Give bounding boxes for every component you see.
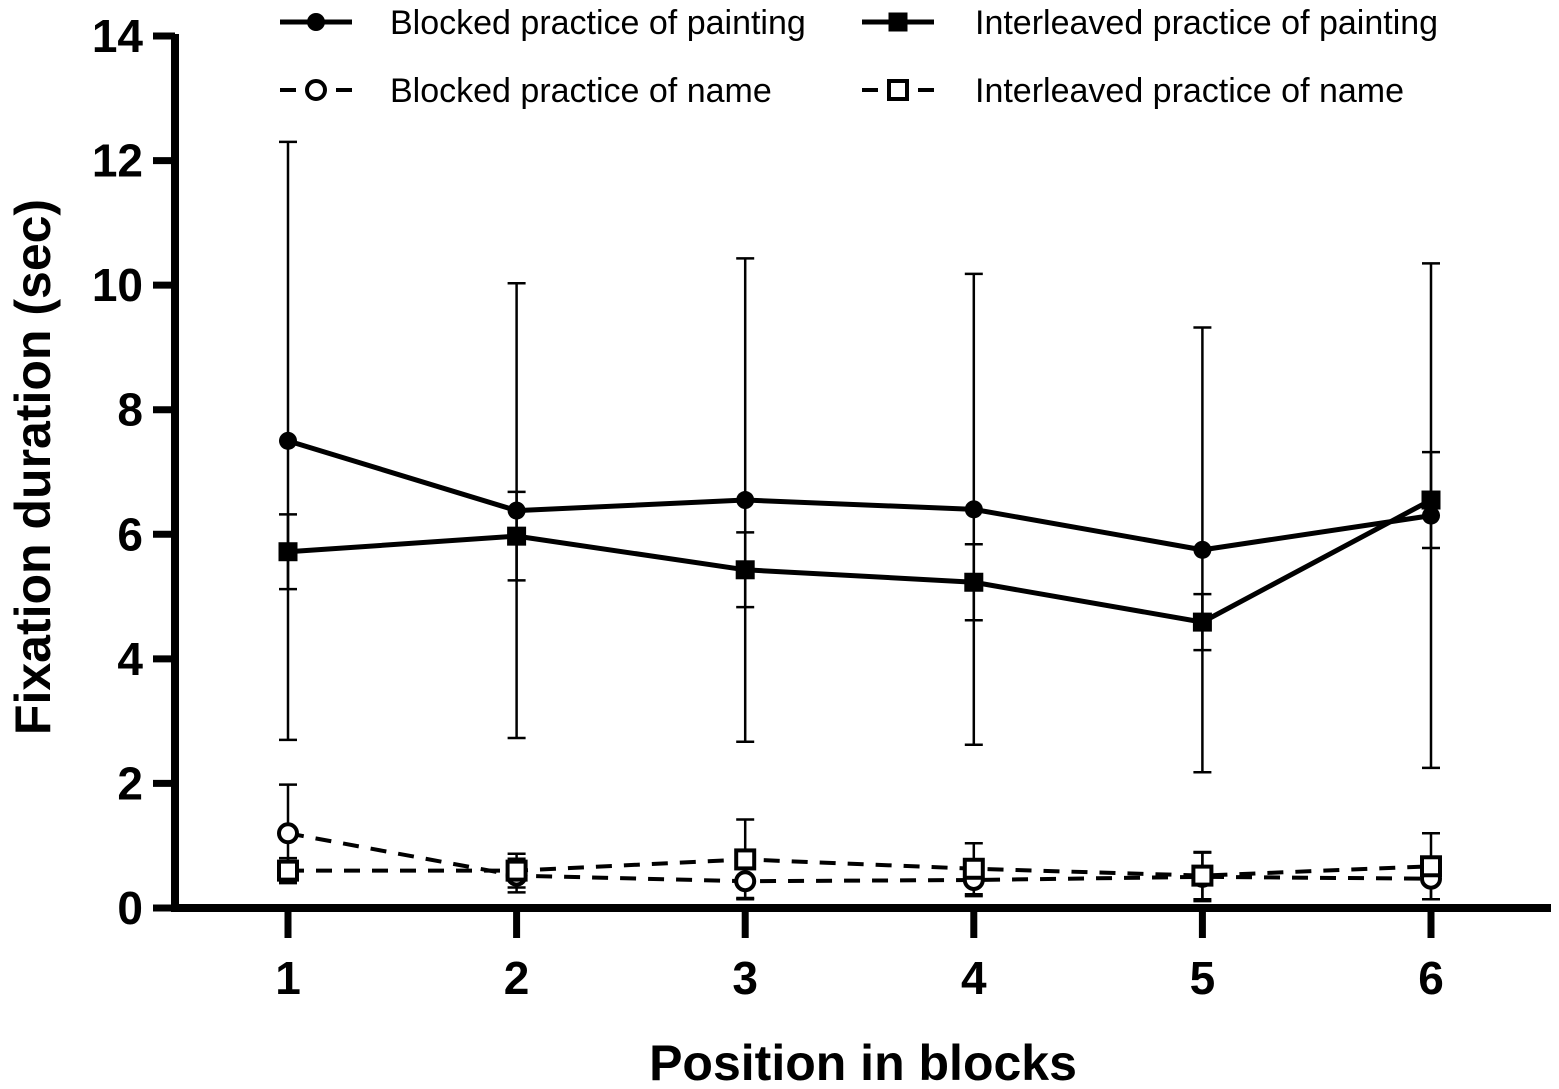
legend-entry: Blocked practice of name bbox=[280, 72, 772, 110]
x-axis-title: Position in blocks bbox=[649, 1035, 1077, 1089]
data-point bbox=[1192, 612, 1212, 632]
series-line-4 bbox=[288, 857, 1432, 878]
data-point bbox=[507, 501, 526, 520]
data-point bbox=[735, 560, 755, 580]
y-tick-label: 14 bbox=[92, 10, 144, 62]
data-point bbox=[734, 848, 757, 871]
y-tick-label: 4 bbox=[117, 633, 143, 685]
data-point bbox=[277, 822, 299, 845]
data-point bbox=[505, 859, 528, 882]
x-tick-label: 6 bbox=[1418, 952, 1444, 1004]
series-line-3 bbox=[287, 831, 1432, 884]
y-tick-label: 12 bbox=[92, 135, 143, 187]
series-line-2 bbox=[287, 497, 1433, 625]
y-tick-label: 2 bbox=[117, 757, 143, 809]
legend-entry: Interleaved practice of painting bbox=[862, 4, 1438, 42]
legend-label: Interleaved practice of painting bbox=[975, 4, 1438, 42]
data-point bbox=[1420, 855, 1442, 878]
axes bbox=[171, 34, 1551, 912]
data-point bbox=[962, 857, 985, 880]
data-point bbox=[1193, 540, 1212, 559]
data-point bbox=[279, 431, 297, 450]
y-axis-title: Fixation duration (sec) bbox=[5, 199, 61, 735]
data-point bbox=[278, 542, 298, 562]
error-bars bbox=[279, 140, 1440, 903]
legend-label: Blocked practice of name bbox=[390, 72, 772, 110]
series-lines bbox=[287, 438, 1433, 884]
data-point bbox=[1421, 490, 1441, 510]
legend-marker bbox=[888, 12, 908, 32]
series-line-1 bbox=[287, 438, 1432, 553]
legend-label: Blocked practice of painting bbox=[390, 4, 806, 42]
legend-marker bbox=[305, 79, 327, 101]
data-point bbox=[1422, 506, 1440, 525]
x-tick-label: 2 bbox=[504, 952, 530, 1004]
y-tick-label: 0 bbox=[117, 882, 143, 934]
series-markers bbox=[277, 431, 1442, 893]
x-tick-label: 1 bbox=[275, 952, 301, 1004]
legend-entry: Blocked practice of painting bbox=[280, 4, 806, 42]
data-point bbox=[964, 572, 984, 592]
y-tick-label: 8 bbox=[117, 384, 143, 436]
x-tick-label: 4 bbox=[961, 952, 987, 1004]
legend-entry: Interleaved practice of name bbox=[862, 72, 1404, 110]
data-point bbox=[1191, 864, 1214, 887]
x-axis-ticks: 1 2 3 4 5 6 bbox=[275, 908, 1444, 1004]
legend: Blocked practice of painting Interleaved … bbox=[280, 4, 1438, 110]
x-tick-label: 3 bbox=[732, 952, 758, 1004]
y-tick-label: 6 bbox=[117, 508, 143, 560]
y-axis-ticks: 0 2 4 6 8 10 12 14 bbox=[92, 10, 175, 934]
data-point bbox=[736, 491, 755, 510]
y-tick-label: 10 bbox=[92, 259, 143, 311]
data-point bbox=[277, 859, 299, 882]
legend-label: Interleaved practice of name bbox=[975, 72, 1404, 110]
legend-marker bbox=[307, 13, 325, 31]
data-point bbox=[507, 526, 527, 546]
data-point bbox=[734, 870, 757, 893]
x-tick-label: 5 bbox=[1190, 952, 1216, 1004]
data-point bbox=[964, 500, 983, 519]
legend-marker bbox=[887, 79, 909, 101]
